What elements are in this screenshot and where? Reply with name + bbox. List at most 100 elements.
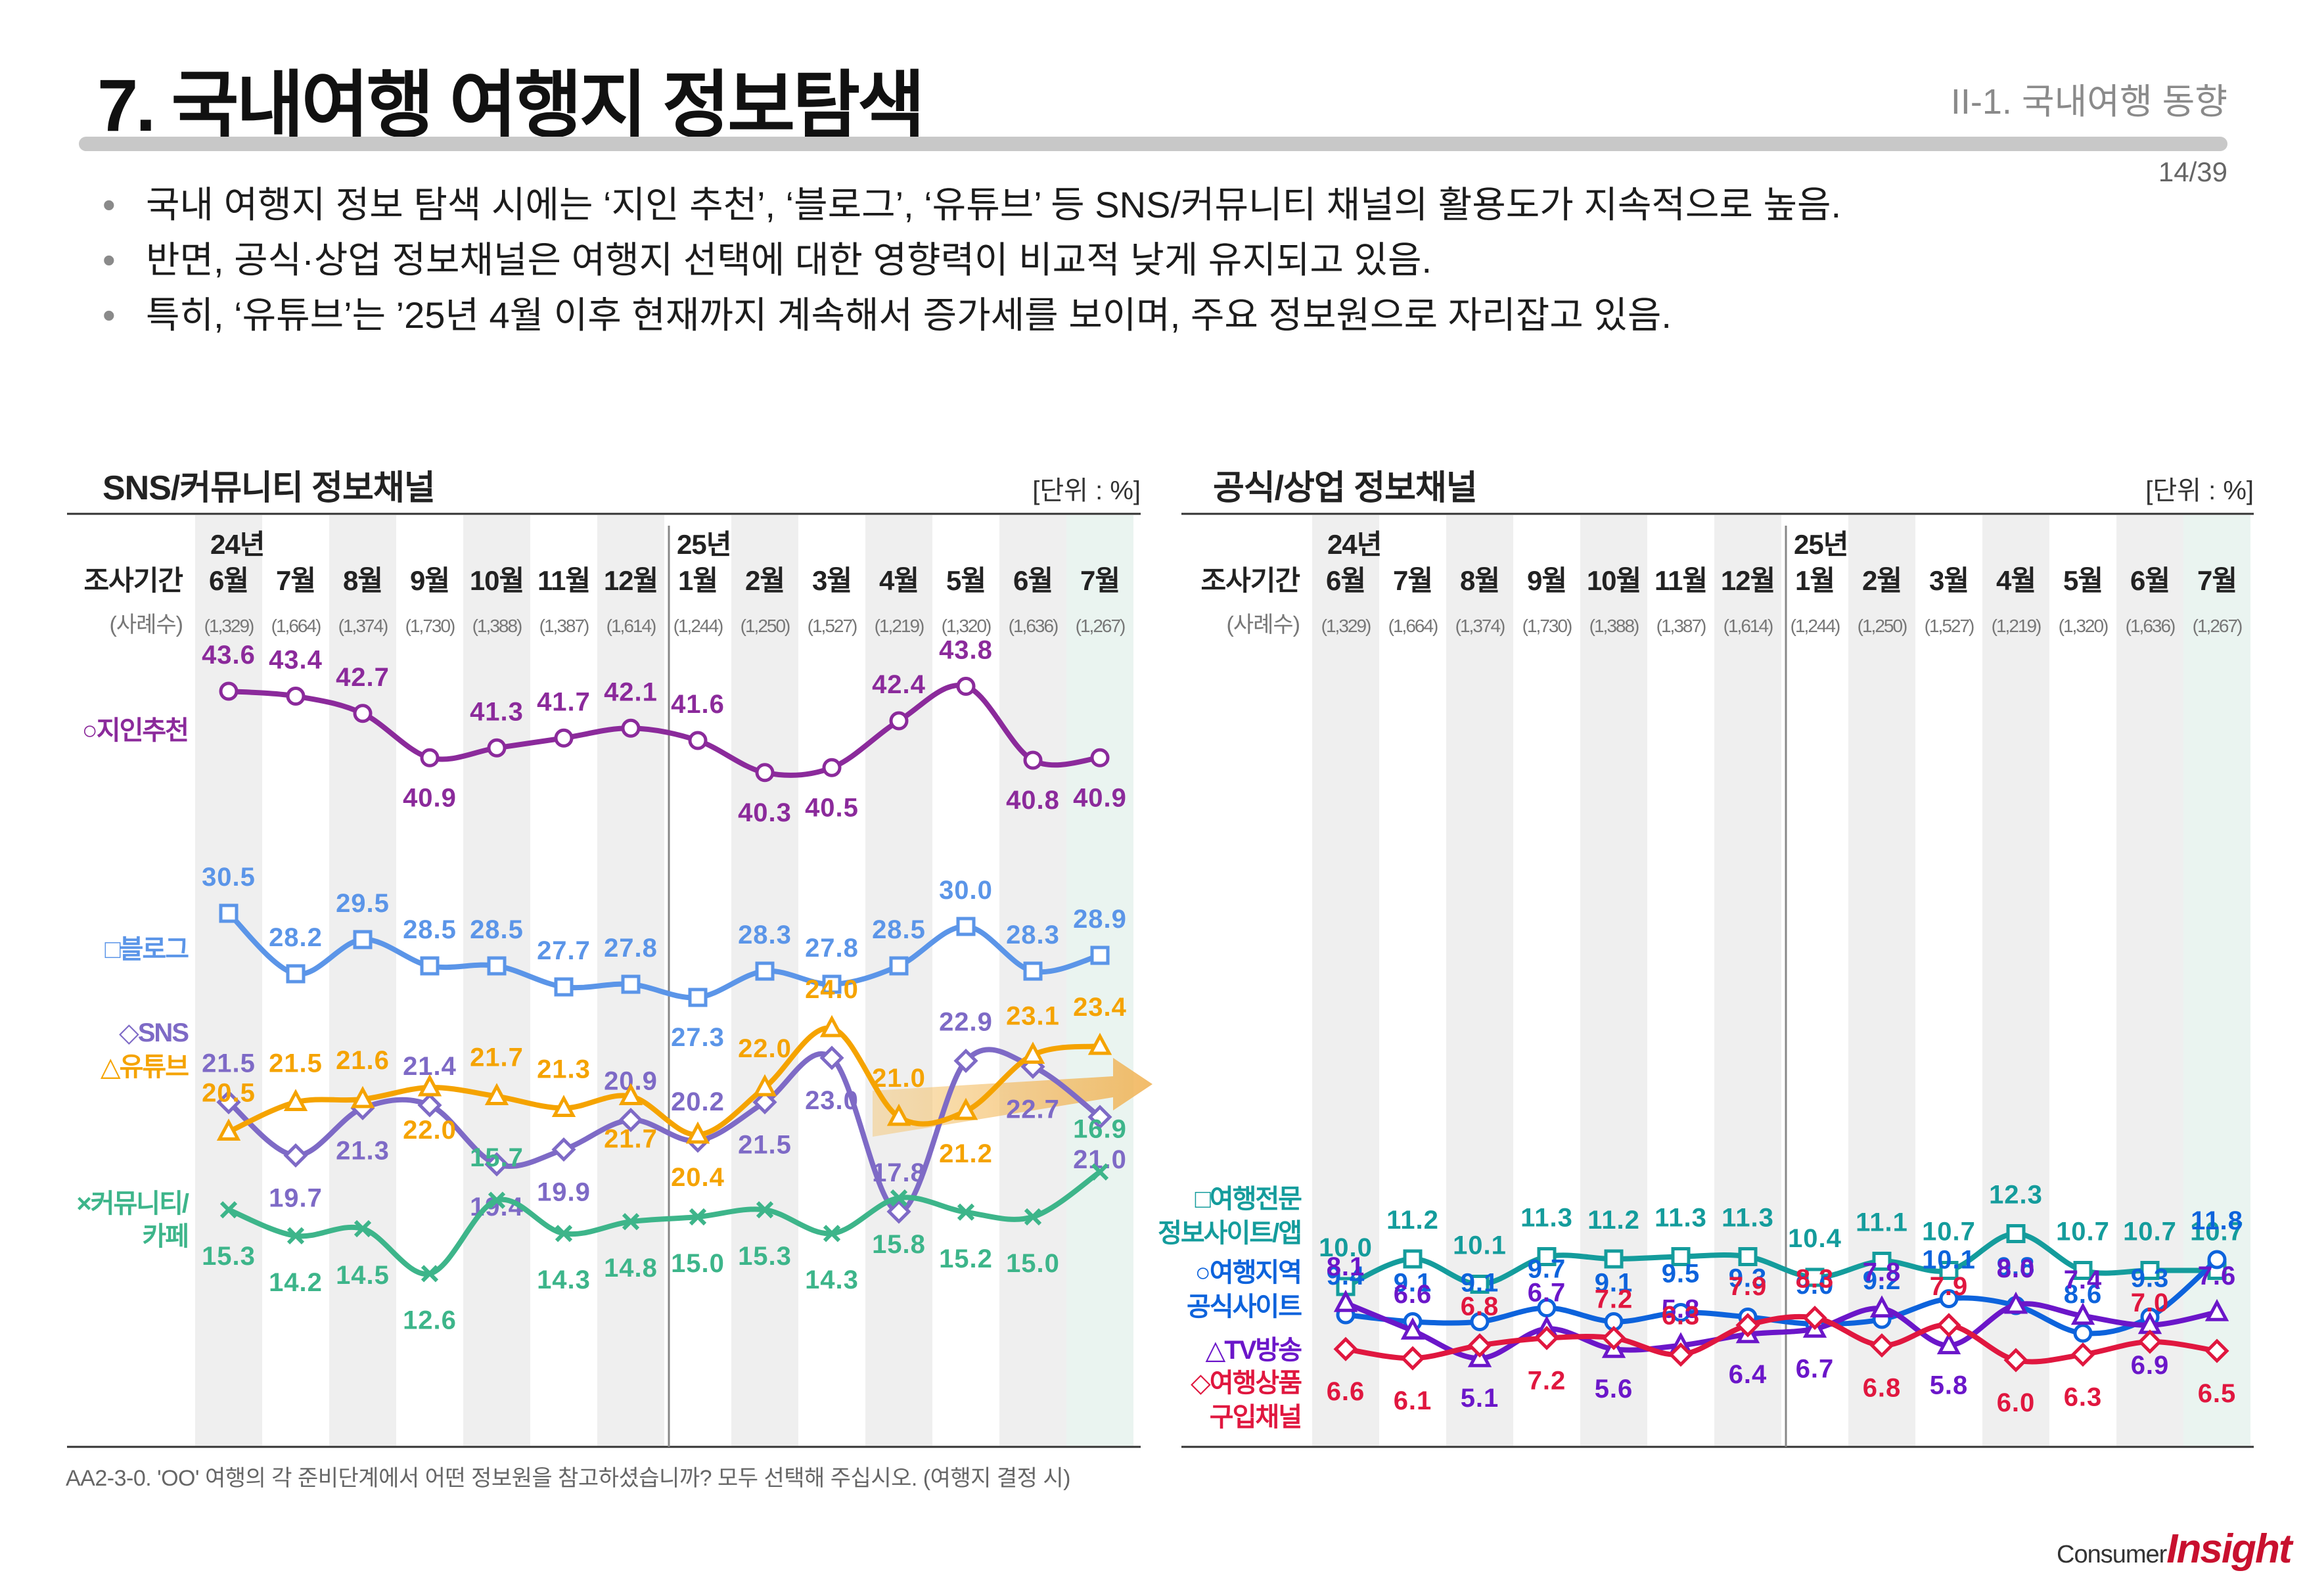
series-legend-label: 구입채널 bbox=[1210, 1403, 1301, 1432]
data-label: 20.5 bbox=[202, 1079, 256, 1108]
data-label: 42.7 bbox=[336, 663, 390, 692]
month-tick-label: 12월 bbox=[604, 565, 658, 596]
data-label: 5.8 bbox=[1662, 1295, 1700, 1324]
data-point-marker bbox=[2070, 1302, 2095, 1325]
data-point-marker bbox=[2137, 1329, 2162, 1354]
data-point-marker bbox=[554, 977, 574, 997]
data-point-marker bbox=[755, 763, 775, 783]
month-tick-label: 3월 bbox=[1929, 565, 1969, 596]
sample-count-label: (1,664) bbox=[271, 616, 321, 636]
data-label: 40.5 bbox=[805, 793, 859, 822]
data-label: 7.6 bbox=[2198, 1262, 2237, 1290]
series-3: 6.6 6.1 6.8 7.2 7.2 6.3 7.9 8.3 6.8 7.9 6.0 6.3 7.0 6… bbox=[1191, 1265, 2237, 1432]
data-label: 28.9 bbox=[1073, 905, 1127, 934]
data-point-marker bbox=[1805, 1267, 1825, 1287]
data-point-marker bbox=[219, 681, 239, 701]
logo-text-consumer: Consumer bbox=[2057, 1541, 2167, 1568]
data-label: 40.3 bbox=[738, 798, 792, 827]
data-point-marker bbox=[755, 961, 775, 981]
data-label: 6.0 bbox=[1997, 1388, 2036, 1417]
data-point-marker bbox=[1936, 1332, 1961, 1355]
data-point-marker bbox=[1537, 1247, 1557, 1266]
data-point-marker bbox=[1668, 1342, 1693, 1367]
month-tick-label: 7월 bbox=[2197, 565, 2237, 596]
data-label: 23.0 bbox=[805, 1086, 859, 1115]
series-legend-label: ○여행지역 bbox=[1195, 1258, 1301, 1287]
data-point-marker bbox=[488, 1191, 506, 1209]
month-tick-label: 3월 bbox=[812, 565, 852, 596]
period-label: 조사기간 bbox=[83, 565, 183, 596]
page-title: 7. 국내여행 여행지 정보탐색 bbox=[97, 64, 925, 147]
data-label: 40.9 bbox=[1073, 783, 1127, 812]
data-label: 7.8 bbox=[1863, 1258, 1902, 1287]
data-label: 15.2 bbox=[939, 1244, 993, 1273]
data-label: 15.8 bbox=[872, 1230, 926, 1259]
data-point-marker bbox=[554, 728, 574, 748]
series-legend-label: □블로그 bbox=[104, 935, 189, 964]
data-point-marker bbox=[1671, 1247, 1691, 1266]
data-label: 21.3 bbox=[537, 1055, 591, 1084]
series-line bbox=[1344, 1300, 2218, 1361]
sample-count-label: (1,219) bbox=[1992, 616, 2041, 636]
data-point-marker bbox=[822, 758, 842, 777]
data-point-marker bbox=[1601, 1325, 1626, 1350]
sample-count-label: (1,374) bbox=[338, 616, 388, 636]
data-label: 28.3 bbox=[1006, 921, 1060, 949]
title-divider bbox=[79, 137, 2227, 151]
data-label: 9.1 bbox=[1461, 1269, 1499, 1298]
month-tick-label: 5월 bbox=[2063, 565, 2103, 596]
data-label: 7.9 bbox=[1930, 1272, 1969, 1301]
data-point-marker bbox=[216, 1089, 241, 1115]
data-label: 10.1 bbox=[1922, 1246, 1976, 1275]
data-label: 22.0 bbox=[403, 1116, 457, 1145]
data-point-marker bbox=[219, 1201, 238, 1219]
data-label: 21.7 bbox=[604, 1125, 658, 1154]
data-label: 27.8 bbox=[805, 934, 859, 963]
data-label: 11.1 bbox=[1856, 1208, 1908, 1237]
section-label: II-1. 국내여행 동향 bbox=[1950, 82, 2227, 122]
series-legend-label: ○지인추천 bbox=[82, 716, 188, 745]
data-point-marker bbox=[2073, 1261, 2093, 1280]
sample-count-label: (1,320) bbox=[942, 616, 991, 636]
data-point-marker bbox=[551, 1095, 576, 1117]
data-label: 15.3 bbox=[738, 1242, 792, 1271]
sample-count-label: (1,527) bbox=[808, 616, 857, 636]
data-label: 9.1 bbox=[1595, 1269, 1633, 1298]
year-label: 24년 bbox=[1327, 529, 1381, 560]
data-label: 9.3 bbox=[2131, 1264, 2170, 1293]
data-point-marker bbox=[1735, 1313, 1760, 1338]
data-point-marker bbox=[621, 718, 641, 738]
column-band bbox=[1848, 515, 1915, 1446]
sample-count-label: (1,730) bbox=[1522, 616, 1572, 636]
data-label: 21.7 bbox=[470, 1043, 524, 1072]
sample-count-label: (1,219) bbox=[875, 616, 924, 636]
data-point-marker bbox=[353, 704, 373, 723]
data-label: 6.8 bbox=[1461, 1292, 1499, 1321]
sample-count-label: (1,387) bbox=[1656, 616, 1706, 636]
data-point-marker bbox=[2204, 1338, 2229, 1363]
data-label: 6.5 bbox=[2198, 1379, 2237, 1408]
data-label: 11.3 bbox=[1655, 1204, 1707, 1233]
data-label: 6.6 bbox=[1327, 1377, 1365, 1406]
data-label: 11.3 bbox=[1722, 1204, 1774, 1233]
data-label: 10.7 bbox=[1922, 1218, 1976, 1246]
data-point-marker bbox=[2070, 1342, 2095, 1367]
series-legend-label: △TV방송 bbox=[1206, 1336, 1302, 1365]
month-tick-label: 2월 bbox=[745, 565, 785, 596]
month-tick-label: 6월 bbox=[1326, 565, 1365, 596]
samples-label: (사례수) bbox=[1227, 612, 1300, 637]
data-point-marker bbox=[823, 1225, 841, 1243]
month-tick-label: 5월 bbox=[946, 565, 986, 596]
chart-title: 공식/상업 정보채널 bbox=[1213, 469, 1477, 507]
sample-count-label: (1,730) bbox=[405, 616, 455, 636]
data-point-marker bbox=[752, 1074, 777, 1097]
column-band bbox=[463, 515, 530, 1446]
month-tick-label: 1월 bbox=[1795, 565, 1835, 596]
chart-title: SNS/커뮤니티 정보채널 bbox=[103, 469, 435, 507]
data-label: 22.7 bbox=[1006, 1095, 1060, 1124]
data-point-marker bbox=[1604, 1249, 1624, 1269]
data-label: 41.3 bbox=[470, 697, 524, 726]
data-point-marker bbox=[1333, 1336, 1358, 1361]
year-label: 24년 bbox=[210, 529, 264, 560]
